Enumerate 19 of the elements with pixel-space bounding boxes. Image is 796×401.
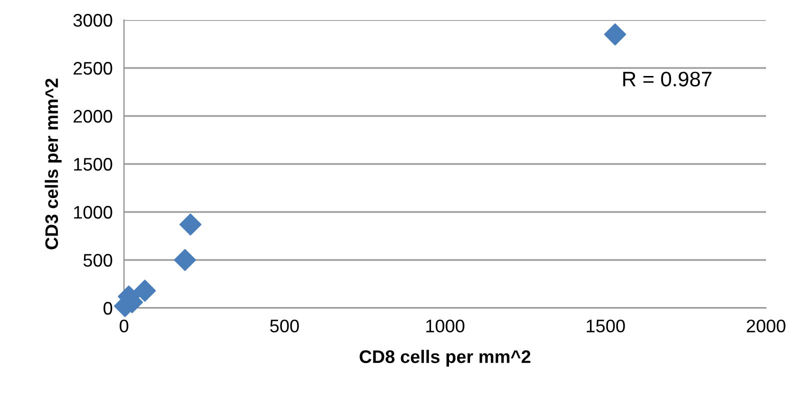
point	[179, 213, 202, 236]
x-tick-label: 500	[270, 320, 299, 332]
x-tick-label: 0	[120, 320, 128, 332]
x-tick-label: 2000	[746, 320, 786, 332]
y-tick-label: 2000	[74, 110, 112, 123]
y-tick-label: 500	[83, 254, 112, 267]
x-tick-label: 1000	[426, 320, 464, 332]
point	[604, 23, 626, 46]
x-axis-title: CD8 cells per mm^2	[360, 350, 530, 367]
annotation: R = 0.987	[623, 72, 712, 86]
y-axis-title: CD3 cells per mm^2	[44, 78, 62, 250]
point	[174, 249, 196, 271]
x-tick-label: 1500	[586, 320, 625, 332]
y-tick-label: 3000	[73, 14, 112, 27]
y-tick-label: 2500	[74, 62, 112, 75]
y-tick-label: 0	[104, 302, 112, 315]
point	[134, 280, 156, 302]
y-tick-label: 1500	[74, 158, 112, 171]
y-tick-label: 1000	[74, 206, 112, 219]
